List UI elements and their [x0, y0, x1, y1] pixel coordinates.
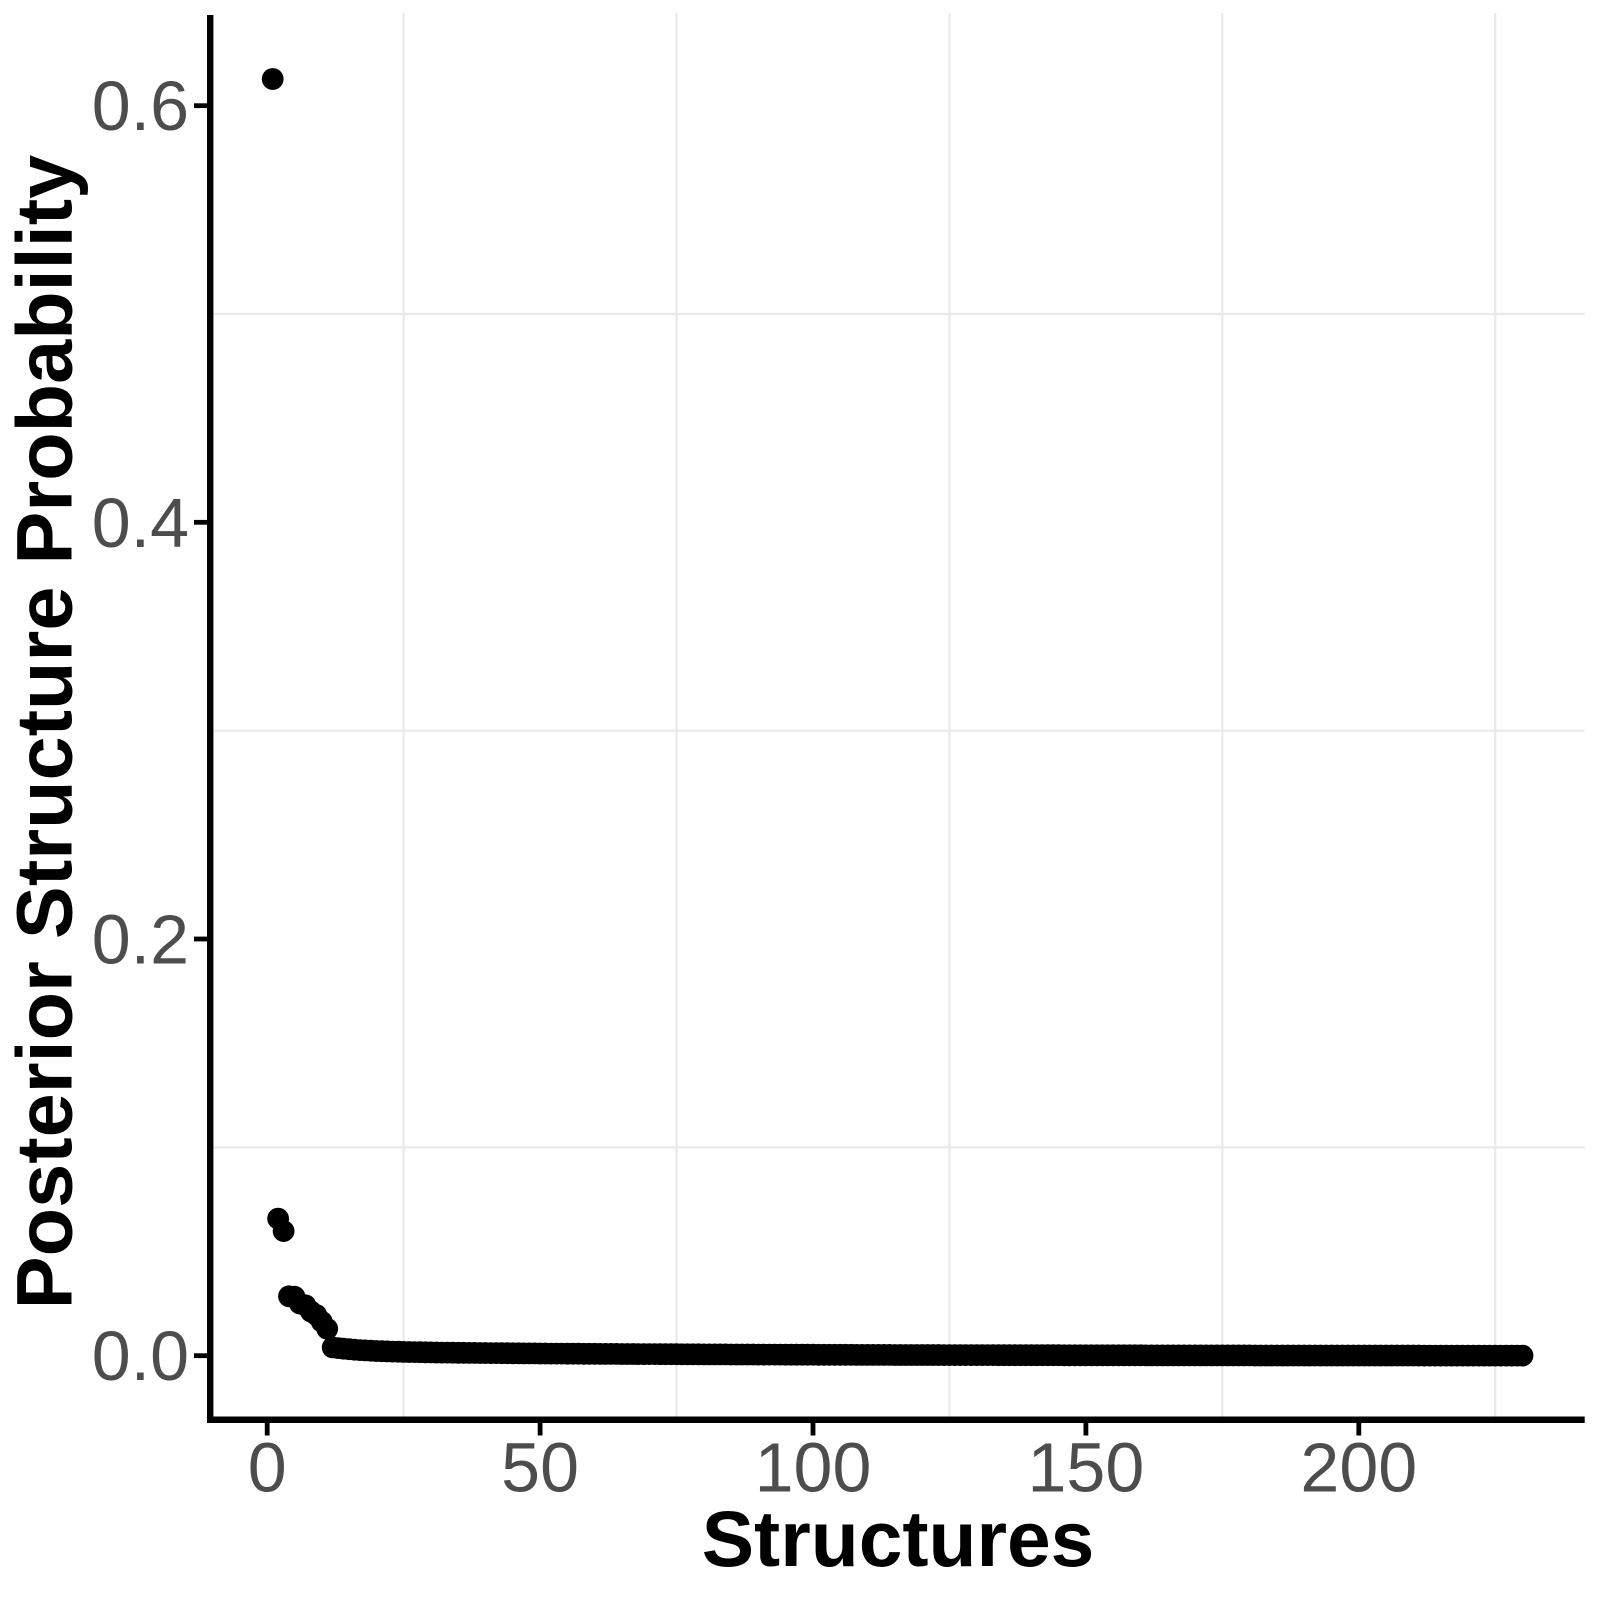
svg-text:0: 0 [248, 1429, 287, 1507]
svg-text:100: 100 [755, 1429, 872, 1507]
svg-text:0.6: 0.6 [92, 67, 189, 145]
svg-text:Structures: Structures [702, 1495, 1095, 1583]
svg-text:200: 200 [1300, 1429, 1417, 1507]
svg-text:0.0: 0.0 [92, 1317, 189, 1395]
svg-text:Posterior Structure Probabilit: Posterior Structure Probability [0, 155, 89, 1309]
svg-text:0.2: 0.2 [92, 901, 189, 979]
svg-text:0.4: 0.4 [92, 484, 189, 562]
svg-text:150: 150 [1028, 1429, 1145, 1507]
svg-text:50: 50 [501, 1429, 579, 1507]
